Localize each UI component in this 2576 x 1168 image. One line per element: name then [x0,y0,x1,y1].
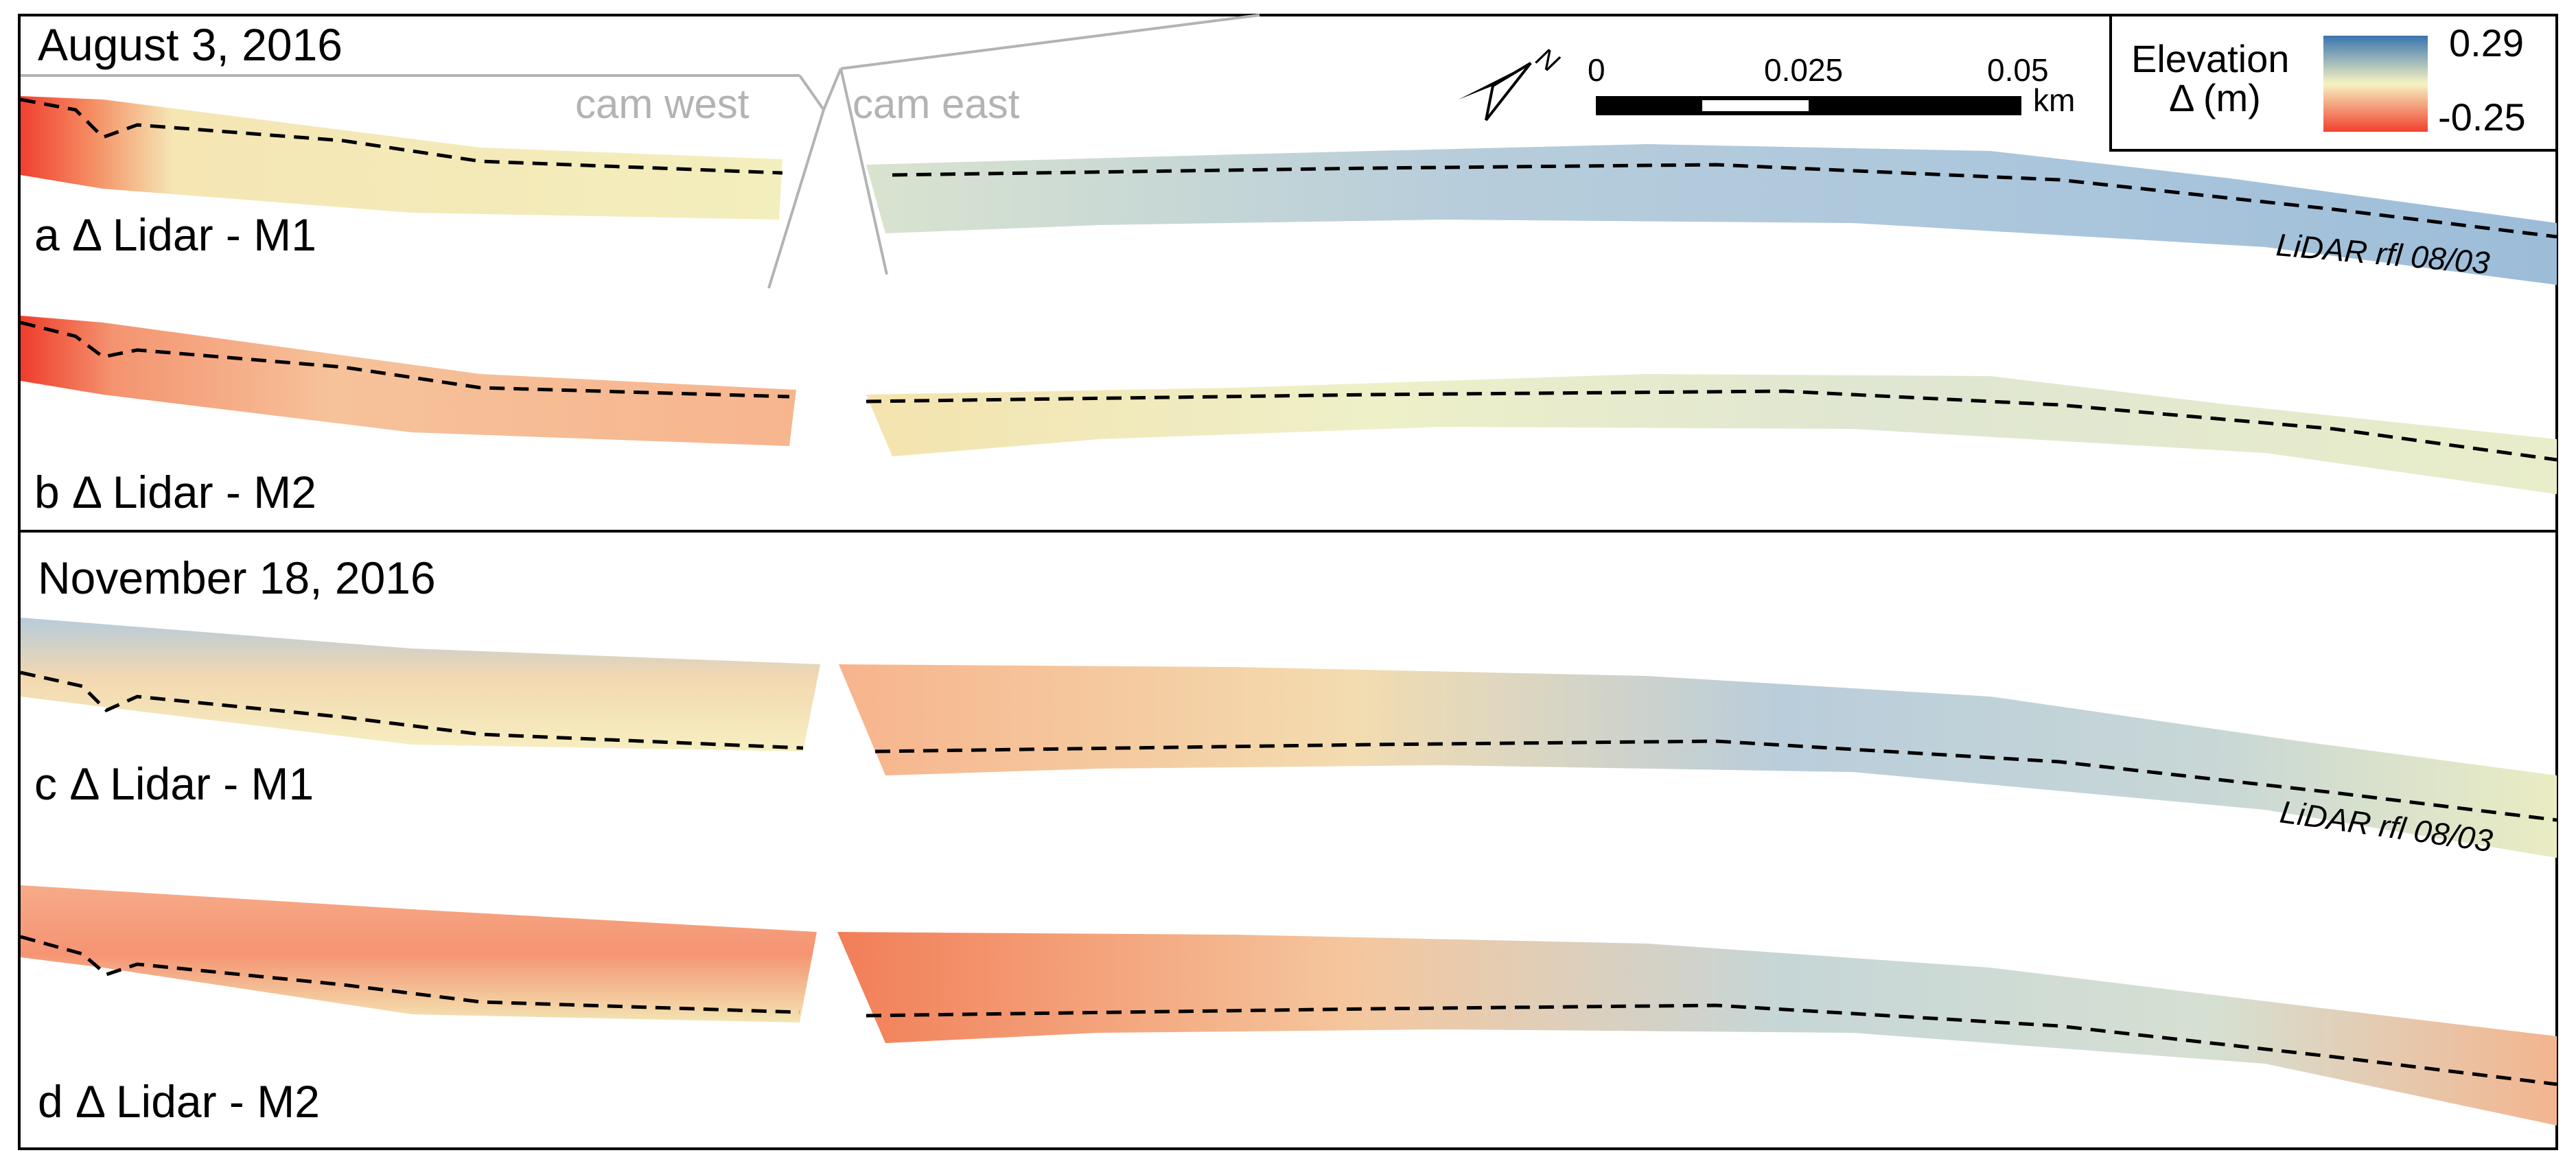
panel-d-west-strip [21,885,817,1023]
panel-c-raster [20,618,2557,858]
panel-d-reflector-line [20,935,2557,1086]
scale-unit: km [2033,82,2075,118]
panel-d-raster [20,885,2557,1125]
panel-b-label: b Δ Lidar - M2 [34,467,316,517]
scale-tick-0025: 0.025 [1764,52,1843,88]
panel-b-reflector-line [20,320,2557,462]
panel-d-east-strip [837,932,2557,1125]
panel-a-west-strip [21,96,782,220]
cam-east-label: cam east [852,81,1020,127]
panel-a-reflector-line [20,97,2557,239]
date-heading-november: November 18, 2016 [38,552,436,603]
panel-c-west-strip [21,618,820,751]
panel-a-label: a Δ Lidar - M1 [34,209,316,260]
panel-c-east-strip [839,664,2557,858]
panel-c-reflector-line [20,670,2557,822]
panel-b-west-strip [21,316,796,446]
north-label: N [1531,42,1564,78]
legend-min-label: -0.25 [2438,95,2526,139]
legend-max-label: 0.29 [2449,21,2524,65]
date-heading-august: August 3, 2016 [38,19,343,70]
legend-title-line1: Elevation [2131,37,2289,80]
scale-tick-005: 0.05 [1987,52,2049,88]
scale-tick-0: 0 [1588,52,1605,88]
legend-color-ramp [2323,36,2428,132]
panel-c-label: c Δ Lidar - M1 [34,758,314,809]
panel-d-label: d Δ Lidar - M2 [38,1076,320,1127]
elevation-legend: Elevation Δ (m) 0.29 -0.25 [2109,14,2558,152]
scale-bar: 0 0.025 0.05 km [1588,52,2075,118]
panel-b-raster [20,316,2557,494]
panel-a-raster [20,96,2557,285]
north-arrow: N [1459,42,1564,121]
panel-a-east-strip [866,144,2557,285]
camera-view-lines [21,14,1260,289]
panel-b-east-strip [866,374,2557,494]
legend-title-line2: Δ (m) [2169,76,2261,119]
cam-west-label: cam west [575,81,750,127]
